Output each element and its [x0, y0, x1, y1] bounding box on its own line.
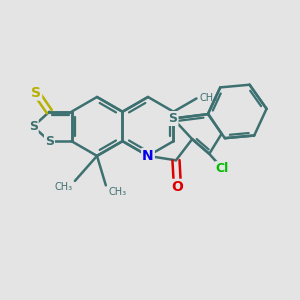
Text: CH₃: CH₃	[108, 187, 126, 197]
Text: S: S	[31, 85, 41, 100]
Text: CH₃: CH₃	[54, 182, 73, 192]
Text: S: S	[29, 120, 38, 133]
Text: O: O	[172, 180, 183, 194]
Text: Cl: Cl	[216, 162, 229, 175]
Text: S: S	[169, 112, 178, 125]
Text: N: N	[142, 149, 154, 163]
Text: S: S	[45, 135, 54, 148]
Text: CH₃: CH₃	[200, 93, 217, 103]
